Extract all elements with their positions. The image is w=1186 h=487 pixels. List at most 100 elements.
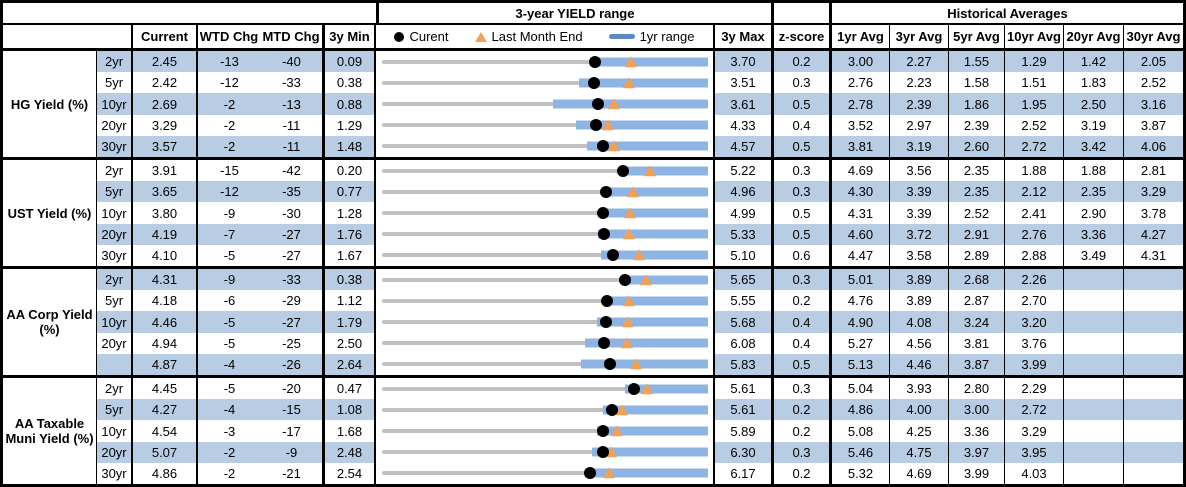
1yr-avg-cell: 4.30 (832, 181, 890, 203)
tenor-cell: 30yr (97, 135, 133, 158)
3y-max-cell: 3.61 (715, 93, 774, 115)
table-row: 2yr 4.45 -5 -20 0.47 5.61 0.3 5.04 3.93 … (97, 378, 1183, 400)
current-marker (597, 446, 610, 459)
col-header-20yr-avg: 20yr Avg (1064, 25, 1124, 48)
1yr-range-bar (596, 317, 708, 327)
3y-min-cell: 1.79 (325, 311, 376, 333)
table-row: 2yr 2.45 -13 -40 0.09 3.70 0.2 3.00 2.27… (97, 51, 1183, 73)
header-spacer-left (3, 3, 376, 23)
table-row: 20yr 4.19 -7 -27 1.76 5.33 0.5 4.60 3.72… (97, 223, 1183, 245)
20yr-avg-cell: 3.36 (1064, 223, 1124, 245)
yield-range-chart-cell (376, 181, 715, 203)
1yr-range-bar (589, 57, 708, 67)
5yr-avg-cell: 3.24 (949, 311, 1005, 333)
current-cell: 4.94 (133, 332, 198, 354)
table-row: 30yr 3.57 -2 -11 1.48 4.57 0.5 3.81 3.19… (97, 135, 1183, 158)
current-cell: 2.45 (133, 51, 198, 73)
3yr-avg-cell: 3.39 (890, 181, 949, 203)
range-plot (382, 269, 708, 290)
30yr-avg-cell (1124, 463, 1183, 484)
last-month-end-marker (620, 337, 633, 349)
z-score-cell: 0.5 (774, 93, 832, 115)
30yr-avg-cell: 2.81 (1140, 163, 1167, 179)
range-plot (382, 399, 708, 420)
20yr-avg-cell (1064, 378, 1124, 400)
z-score-cell: 0.2 (774, 420, 832, 442)
range-plot (382, 463, 708, 484)
table-row: 2yr 4.31 -9 -33 0.38 5.65 0.3 5.01 3.89 … (97, 269, 1183, 291)
3y-range-track (382, 471, 708, 476)
wtd-chg-cell: -2 (198, 93, 261, 115)
tenor-cell: 30yr (97, 462, 133, 484)
5yr-avg-cell: 2.60 (949, 135, 1005, 158)
3y-max-cell: 5.68 (715, 311, 774, 333)
3yr-avg-cell: 2.97 (890, 114, 949, 136)
current-marker (596, 140, 609, 153)
1yr-range-bar (591, 447, 708, 457)
table-row: 30yr 4.86 -2 -21 2.54 6.17 0.2 5.32 4.69… (97, 462, 1183, 484)
30yr-avg-cell: 3.87 (1140, 117, 1167, 133)
wtd-chg-cell: -13 (198, 51, 261, 73)
z-score-cell: 0.3 (774, 378, 832, 400)
wtd-chg-cell: -5 (223, 381, 236, 397)
tenor-cell: 10yr (97, 311, 133, 333)
table-row: 5yr 2.42 -12 -33 0.38 3.51 0.3 2.76 2.23… (97, 72, 1183, 94)
z-score-cell: 0.3 (774, 441, 832, 463)
3y-range-track (382, 59, 708, 64)
group-rows: 2yr 4.31 -9 -33 0.38 5.65 0.3 5.01 3.89 … (97, 269, 1183, 376)
5yr-avg-cell: 2.68 (949, 269, 1005, 291)
1yr-avg-cell: 2.78 (832, 93, 890, 115)
mtd-chg-cell: -33 (261, 269, 325, 291)
3y-max-cell: 5.61 (715, 399, 774, 421)
20yr-avg-cell: 2.90 (1064, 202, 1124, 224)
3y-range-track (382, 362, 708, 367)
table-row: 20yr 3.29 -2 -11 1.29 4.33 0.4 3.52 2.97… (97, 114, 1183, 136)
20yr-avg-cell (1064, 420, 1124, 442)
mtd-chg-cell: -11 (261, 135, 325, 158)
col-header-10yr-avg: 10yr Avg (1005, 25, 1064, 48)
tenor-cell: 20yr (97, 114, 133, 136)
legend-current: Curent (394, 29, 449, 44)
last-month-end-marker (623, 207, 636, 219)
20yr-avg-cell: 3.42 (1064, 135, 1124, 158)
current-cell: 3.29 (133, 114, 198, 136)
1yr-avg-cell: 2.76 (832, 72, 890, 94)
wtd-chg-cell: -2 (198, 441, 261, 463)
3y-min-cell: 1.28 (325, 202, 376, 224)
current-cell: 4.87 (133, 353, 198, 376)
range-plot (382, 290, 708, 311)
current-marker (589, 55, 602, 68)
group-label: UST Yield (%) (3, 160, 97, 266)
5yr-avg-cell: 3.97 (949, 441, 1005, 463)
table-row: 10yr 4.54 -3 -17 1.68 5.89 0.2 5.08 4.25… (97, 420, 1183, 442)
1yr-avg-cell: 5.04 (832, 378, 890, 400)
1yr-range-bar (597, 229, 708, 239)
yield-range-chart-cell (376, 353, 715, 376)
table-row: 4.87 -4 -26 2.64 5.83 0.5 5.13 4.46 3.87… (97, 353, 1183, 376)
last-month-end-marker (602, 119, 615, 131)
5yr-avg-cell: 3.00 (949, 399, 1005, 421)
table-row: 5yr 4.27 -4 -15 1.08 5.61 0.2 4.86 4.00 … (97, 399, 1183, 421)
1yr-range-bar (585, 338, 708, 348)
table-row: 10yr 3.80 -9 -30 1.28 4.99 0.5 4.31 3.39… (97, 202, 1183, 224)
col-header-30yr-avg: 30yr Avg (1126, 29, 1181, 44)
wtd-chg-cell: -7 (198, 223, 261, 245)
1yr-range-bar (576, 120, 708, 130)
1yr-range-bar (623, 275, 708, 285)
range-plot (382, 202, 708, 223)
range-plot (382, 245, 708, 266)
tenor-cell: 5yr (97, 181, 133, 203)
3y-max-cell: 5.33 (715, 223, 774, 245)
3y-range-track (382, 320, 708, 324)
col-header-chg-box: WTD Chg MTD Chg (198, 25, 325, 48)
chart-legend: Curent Last Month End 1yr range (376, 25, 715, 48)
3y-range-track (382, 341, 708, 346)
5yr-avg-cell: 2.35 (949, 181, 1005, 203)
10yr-avg-cell: 2.76 (1005, 223, 1064, 245)
1yr-avg-cell: 3.81 (832, 135, 890, 158)
3y-min-cell: 0.20 (325, 160, 376, 182)
3yr-avg-cell: 3.39 (890, 202, 949, 224)
col-header-1yr-avg: 1yr Avg (832, 25, 890, 48)
range-plot (382, 72, 708, 93)
